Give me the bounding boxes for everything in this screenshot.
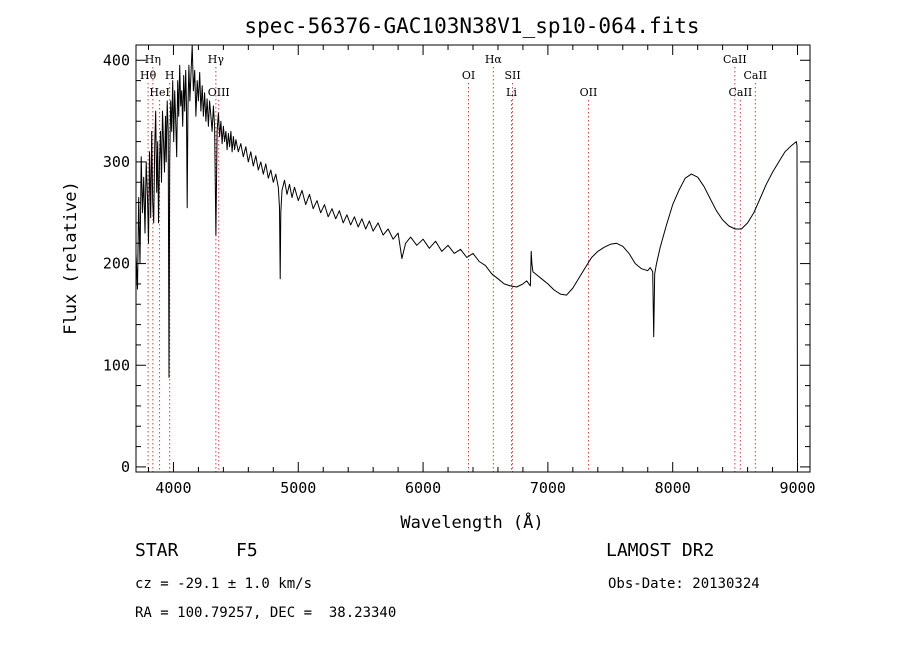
- series-layer: [135, 44, 798, 462]
- x-tick-label-1: 5000: [280, 479, 316, 497]
- x-tick-label-2: 6000: [405, 479, 441, 497]
- marker-label-8: SII: [504, 69, 520, 82]
- marker-label-13: CaII: [729, 86, 753, 99]
- marker-label-5: OIII: [208, 86, 230, 99]
- y-axis-label: Flux (relative): [61, 181, 81, 335]
- x-axis-label: Wavelength (Å): [400, 511, 543, 533]
- marker-label-9: Li: [506, 86, 517, 99]
- plot-frame: [135, 44, 811, 473]
- y-tick-label-1: 100: [103, 356, 130, 374]
- marker-label-10: OII: [580, 86, 598, 99]
- x-axis-ticks: 4000 5000 6000 7000 8000 9000: [147, 45, 816, 497]
- y-tick-label-3: 300: [103, 153, 130, 171]
- x-tick-label-3: 7000: [530, 479, 566, 497]
- x-tick-label-0: 4000: [155, 479, 191, 497]
- x-tick-label-4: 8000: [655, 479, 691, 497]
- marker-label-12: CaII: [743, 69, 767, 82]
- marker-label-4: Hγ: [208, 53, 225, 66]
- x-tick-label-5: 9000: [779, 479, 815, 497]
- marker-label-0: Hη: [145, 53, 161, 66]
- spectrum-line-0: [135, 44, 798, 462]
- y-tick-label-2: 200: [103, 255, 130, 273]
- survey-label: LAMOST DR2: [606, 540, 715, 561]
- redshift-readout: cz = -29.1 ± 1.0 km/s: [135, 576, 313, 592]
- marker-label-6: OI: [462, 69, 475, 82]
- coordinates: RA = 100.79257, DEC = 38.23340: [135, 605, 397, 621]
- object-subclass: F5: [236, 540, 258, 561]
- marker-label-1: Hθ: [140, 69, 157, 82]
- object-class: STAR: [135, 540, 179, 561]
- y-axis-ticks: 0 100 200 300 400: [103, 51, 810, 476]
- y-tick-label-4: 400: [103, 51, 130, 69]
- marker-label-3: HeI: [149, 86, 169, 99]
- chart-title: spec-56376-GAC103N38V1_sp10-064.fits: [244, 14, 699, 38]
- obs-date: Obs-Date: 20130324: [608, 576, 760, 592]
- marker-label-11: CaII: [723, 53, 747, 66]
- marker-label-7: Hα: [485, 53, 503, 66]
- marker-label-2: H: [165, 69, 175, 82]
- y-tick-label-0: 0: [121, 458, 130, 476]
